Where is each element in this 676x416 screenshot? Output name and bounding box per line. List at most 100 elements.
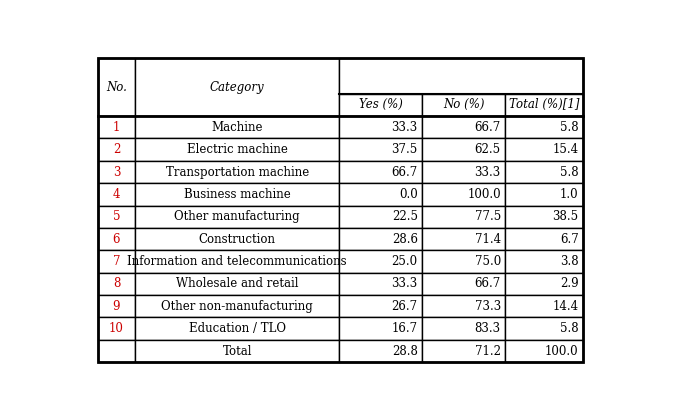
Text: Information and telecommunications: Information and telecommunications: [127, 255, 347, 268]
Text: 73.3: 73.3: [475, 300, 501, 313]
Text: 4: 4: [113, 188, 120, 201]
Bar: [135, 340, 339, 362]
Bar: [97, 161, 135, 183]
Text: 83.3: 83.3: [475, 322, 501, 335]
Text: Total (%)[1]: Total (%)[1]: [509, 99, 579, 111]
Bar: [339, 139, 422, 161]
Text: 2: 2: [113, 143, 120, 156]
Text: 2.9: 2.9: [560, 277, 579, 290]
Text: 100.0: 100.0: [467, 188, 501, 201]
Bar: [422, 340, 505, 362]
Text: 62.5: 62.5: [475, 143, 501, 156]
Text: Transportation machine: Transportation machine: [166, 166, 309, 178]
Text: 5.8: 5.8: [560, 322, 579, 335]
Bar: [135, 139, 339, 161]
Text: 38.5: 38.5: [552, 210, 579, 223]
Bar: [97, 317, 135, 340]
Text: Wholesale and retail: Wholesale and retail: [176, 277, 298, 290]
Text: 33.3: 33.3: [475, 166, 501, 178]
Text: 1.0: 1.0: [560, 188, 579, 201]
Bar: [97, 273, 135, 295]
Bar: [135, 250, 339, 273]
Bar: [422, 273, 505, 295]
Bar: [422, 139, 505, 161]
Bar: [422, 206, 505, 228]
Text: 33.3: 33.3: [391, 277, 418, 290]
Bar: [505, 161, 583, 183]
Text: 16.7: 16.7: [391, 322, 418, 335]
Bar: [97, 206, 135, 228]
Text: 28.6: 28.6: [392, 233, 418, 246]
Text: 0.0: 0.0: [399, 188, 418, 201]
Text: 7: 7: [113, 255, 120, 268]
Bar: [135, 116, 339, 139]
Bar: [135, 161, 339, 183]
Bar: [339, 161, 422, 183]
Bar: [339, 116, 422, 139]
Bar: [339, 183, 422, 206]
Text: 25.0: 25.0: [391, 255, 418, 268]
Bar: [422, 183, 505, 206]
Bar: [505, 206, 583, 228]
Bar: [505, 340, 583, 362]
Bar: [339, 250, 422, 273]
Bar: [505, 228, 583, 250]
Text: 100.0: 100.0: [545, 344, 579, 357]
Bar: [339, 228, 422, 250]
Text: 9: 9: [113, 300, 120, 313]
Text: No.: No.: [106, 81, 127, 94]
Bar: [339, 58, 583, 94]
Bar: [135, 206, 339, 228]
Text: Category: Category: [210, 81, 264, 94]
Bar: [339, 340, 422, 362]
Bar: [97, 250, 135, 273]
Text: 1: 1: [113, 121, 120, 134]
Text: 66.7: 66.7: [475, 121, 501, 134]
Text: 3: 3: [113, 166, 120, 178]
Text: 33.3: 33.3: [391, 121, 418, 134]
Text: 15.4: 15.4: [552, 143, 579, 156]
Bar: [505, 183, 583, 206]
Bar: [97, 183, 135, 206]
Text: Machine: Machine: [212, 121, 263, 134]
Bar: [422, 250, 505, 273]
Text: 26.7: 26.7: [391, 300, 418, 313]
Bar: [97, 228, 135, 250]
Bar: [135, 183, 339, 206]
Text: Electric machine: Electric machine: [187, 143, 287, 156]
Text: 22.5: 22.5: [392, 210, 418, 223]
Bar: [505, 94, 583, 116]
Text: 37.5: 37.5: [391, 143, 418, 156]
Text: 5.8: 5.8: [560, 121, 579, 134]
Bar: [97, 295, 135, 317]
Bar: [505, 139, 583, 161]
Text: 71.2: 71.2: [475, 344, 501, 357]
Bar: [339, 295, 422, 317]
Text: No (%): No (%): [443, 99, 484, 111]
Bar: [135, 58, 339, 116]
Bar: [97, 116, 135, 139]
Text: Yes (%): Yes (%): [358, 99, 402, 111]
Bar: [505, 250, 583, 273]
Text: 5.8: 5.8: [560, 166, 579, 178]
Bar: [422, 228, 505, 250]
Text: 5: 5: [113, 210, 120, 223]
Text: 3.8: 3.8: [560, 255, 579, 268]
Text: 14.4: 14.4: [552, 300, 579, 313]
Bar: [135, 317, 339, 340]
Text: 71.4: 71.4: [475, 233, 501, 246]
Bar: [97, 58, 135, 116]
Text: 6: 6: [113, 233, 120, 246]
Text: 66.7: 66.7: [391, 166, 418, 178]
Bar: [422, 317, 505, 340]
Bar: [339, 94, 422, 116]
Text: Other non-manufacturing: Other non-manufacturing: [162, 300, 313, 313]
Bar: [97, 139, 135, 161]
Text: 75.0: 75.0: [475, 255, 501, 268]
Bar: [422, 161, 505, 183]
Bar: [135, 228, 339, 250]
Text: 66.7: 66.7: [475, 277, 501, 290]
Bar: [135, 295, 339, 317]
Text: Business machine: Business machine: [184, 188, 291, 201]
Bar: [97, 340, 135, 362]
